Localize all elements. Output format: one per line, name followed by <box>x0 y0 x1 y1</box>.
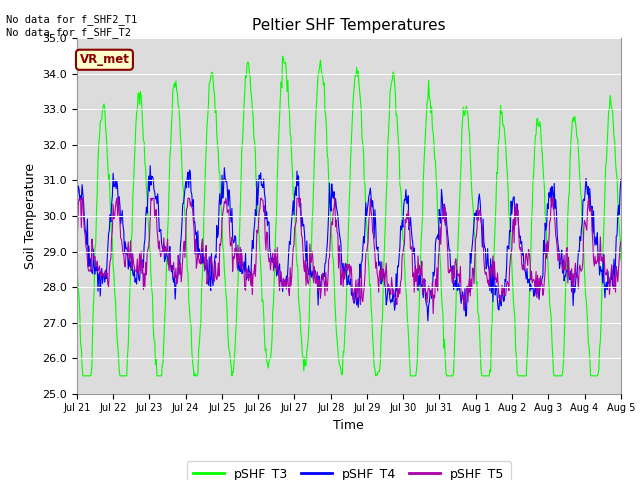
pSHF_T3 <box>195 348 202 354</box>
pSHF_T4 <box>433 235 440 241</box>
pSHF_T3 <box>84 373 92 379</box>
pSHF_T5 <box>84 257 92 263</box>
pSHF_T4 <box>139 257 147 263</box>
pSHF_T5 <box>416 263 424 268</box>
pSHF_T5 <box>195 255 202 261</box>
pSHF_T5 <box>140 287 147 292</box>
pSHF_T3 <box>223 315 231 321</box>
X-axis label: Time: Time <box>333 419 364 432</box>
Text: VR_met: VR_met <box>79 53 129 66</box>
Title: Peltier SHF Temperatures: Peltier SHF Temperatures <box>252 18 445 33</box>
Legend: pSHF_T3, pSHF_T4, pSHF_T5: pSHF_T3, pSHF_T4, pSHF_T5 <box>187 461 511 480</box>
pSHF_T3 <box>140 138 147 144</box>
pSHF_T4 <box>83 241 90 247</box>
pSHF_T5 <box>429 311 437 316</box>
pSHF_T4 <box>617 177 625 182</box>
Line: pSHF_T3: pSHF_T3 <box>77 56 621 376</box>
pSHF_T5 <box>73 228 81 234</box>
pSHF_T4 <box>223 187 231 192</box>
pSHF_T4 <box>147 163 154 168</box>
pSHF_T3 <box>279 53 287 59</box>
Y-axis label: Soil Temperature: Soil Temperature <box>24 163 36 269</box>
pSHF_T3 <box>79 373 86 379</box>
pSHF_T3 <box>617 257 625 263</box>
Text: No data for f_SHF2_T1
No data for f_SHF_T2: No data for f_SHF2_T1 No data for f_SHF_… <box>6 14 138 38</box>
Line: pSHF_T5: pSHF_T5 <box>77 198 621 313</box>
pSHF_T4 <box>195 252 202 258</box>
pSHF_T5 <box>617 239 625 245</box>
pSHF_T3 <box>73 253 81 259</box>
pSHF_T4 <box>73 196 81 202</box>
pSHF_T4 <box>424 318 432 324</box>
pSHF_T5 <box>433 284 440 290</box>
pSHF_T4 <box>416 282 424 288</box>
pSHF_T3 <box>417 271 424 276</box>
Line: pSHF_T4: pSHF_T4 <box>77 166 621 321</box>
pSHF_T5 <box>76 195 84 201</box>
pSHF_T5 <box>223 210 231 216</box>
pSHF_T3 <box>433 176 440 181</box>
